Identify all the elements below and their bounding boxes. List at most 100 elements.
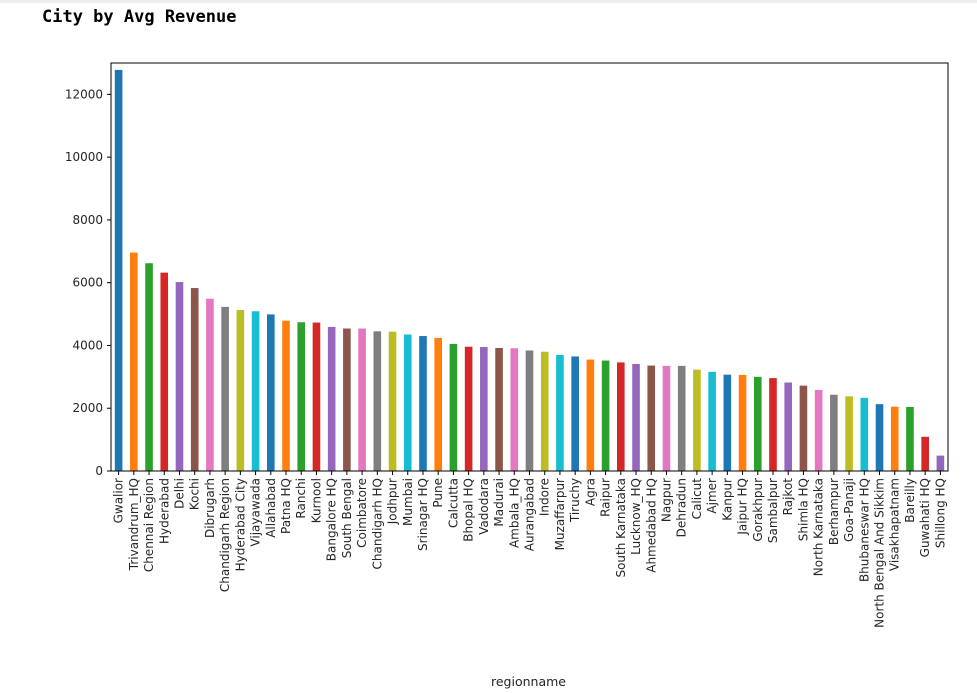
x-tick-label: Vadodara (477, 478, 491, 535)
bar-27 (525, 350, 534, 471)
x-tick-label: Berhampur (827, 478, 841, 545)
x-tick-label: Bareilly (903, 478, 917, 523)
bar-41 (738, 374, 747, 471)
y-axis: 0 2000 4000 6000 8000 10000 12000 (65, 87, 111, 478)
bar-36 (662, 365, 671, 471)
x-tick-label: South Karnataka (614, 478, 628, 578)
bar-17 (373, 331, 382, 471)
x-tick-label: Allahabad (264, 478, 278, 538)
x-tick-label: Hyderabad City (233, 478, 247, 571)
x-tick-label: Dibrugarh (203, 478, 217, 538)
bar-13 (312, 322, 321, 471)
x-tick-label: Nagpur (659, 478, 673, 522)
x-tick-label: Trivandrum_HQ (127, 478, 141, 571)
x-tick-label: Calcutta (446, 478, 460, 528)
x-tick-label: Chandigarh Region (218, 478, 232, 592)
bar-31 (586, 359, 595, 471)
y-tick-label: 4000 (72, 338, 103, 352)
bar-21 (434, 337, 442, 471)
x-tick-label: Pune (431, 478, 445, 508)
bar-6 (206, 298, 214, 471)
y-tick-label: 12000 (65, 87, 103, 101)
bar-14 (327, 326, 336, 471)
bar-37 (677, 365, 686, 471)
bar-19 (403, 334, 412, 471)
bar-10 (266, 314, 275, 471)
x-tick-label: Raipur (599, 478, 613, 517)
x-tick-label: Rajkot (781, 478, 795, 516)
x-tick-label: Jodhpur (386, 478, 400, 525)
x-tick-label: Guwahati HQ (918, 478, 932, 557)
x-tick-label: Indore (538, 478, 552, 516)
bar-52 (906, 406, 914, 471)
x-tick-label: Hyderabad (157, 478, 171, 544)
x-tick-label: North Bengal And Sikkim (873, 478, 887, 628)
x-tick-label: Kanpur (720, 478, 734, 521)
x-tick-label: Tiruchy (568, 478, 582, 523)
bar-35 (647, 365, 656, 471)
bar-51 (890, 406, 899, 471)
x-tick-label: Delhi (172, 478, 186, 509)
bar-29 (556, 354, 564, 471)
bar-3 (160, 272, 169, 471)
x-tick-label: Bangalore HQ (325, 478, 339, 561)
x-tick-label: Ajmer (705, 478, 719, 514)
x-tick-label: Bhubaneswar HQ (857, 478, 871, 582)
x-tick-label: Chandigarh HQ (370, 478, 384, 569)
x-tick-label: Agra (583, 478, 597, 506)
bar-12 (297, 322, 306, 471)
x-axis: Gwalior Trivandrum_HQ Chennai Region Hydera… (112, 471, 947, 628)
x-tick-label: Dehradun (675, 478, 689, 537)
x-tick-label: Kochi (188, 478, 202, 510)
bar-43 (769, 378, 777, 471)
x-tick-label: Visakhapatnam (888, 478, 902, 571)
x-tick-label: Srinagar HQ (416, 478, 430, 551)
bar-18 (388, 331, 397, 471)
x-tick-label: Jaipur HQ (736, 478, 750, 536)
bar-25 (495, 347, 503, 471)
y-tick-label: 0 (95, 464, 103, 478)
bar-42 (753, 376, 762, 471)
bar-34 (632, 363, 640, 471)
x-tick-label: Madurai (492, 478, 506, 527)
x-tick-label: Aurangabad (523, 478, 537, 551)
x-tick-label: South Bengal (340, 478, 354, 558)
bar-2 (145, 263, 153, 471)
x-tick-label: Sambalpur (766, 478, 780, 543)
x-tick-label: North Karnataka (812, 478, 826, 576)
bar-24 (480, 347, 488, 471)
bar-0 (114, 69, 123, 472)
bar-16 (358, 328, 366, 471)
notebook-top-border (0, 0, 977, 3)
bar-30 (571, 356, 579, 471)
x-tick-label: Ambala_HQ (507, 478, 521, 548)
bar-8 (236, 310, 245, 471)
y-tick-label: 6000 (72, 276, 103, 290)
bar-32 (601, 360, 610, 471)
bar-22 (449, 343, 458, 471)
bar-48 (845, 396, 853, 471)
bar-26 (510, 348, 519, 471)
y-tick-label: 8000 (72, 213, 103, 227)
bar-45 (799, 385, 808, 471)
bar-23 (464, 346, 473, 471)
x-axis-label: regionname (491, 674, 566, 689)
bar-40 (723, 374, 732, 471)
x-tick-label: Coimbatore (355, 478, 369, 548)
y-tick-label: 10000 (65, 150, 103, 164)
bar-5 (190, 288, 199, 471)
x-tick-label: Shimla HQ (796, 478, 810, 541)
bar-9 (251, 311, 260, 471)
bar-44 (784, 382, 793, 471)
bar-7 (221, 306, 229, 471)
x-tick-label: Chennai Region (142, 478, 156, 572)
y-tick-label: 2000 (72, 401, 103, 415)
bars-group (114, 69, 945, 472)
bar-46 (814, 390, 823, 471)
x-tick-label: Gwalior (112, 478, 126, 523)
x-tick-label: Ranchi (294, 478, 308, 519)
bar-49 (860, 397, 869, 471)
x-tick-label: Patna HQ (279, 478, 293, 534)
x-tick-label: Goa-Panaji (842, 478, 856, 542)
